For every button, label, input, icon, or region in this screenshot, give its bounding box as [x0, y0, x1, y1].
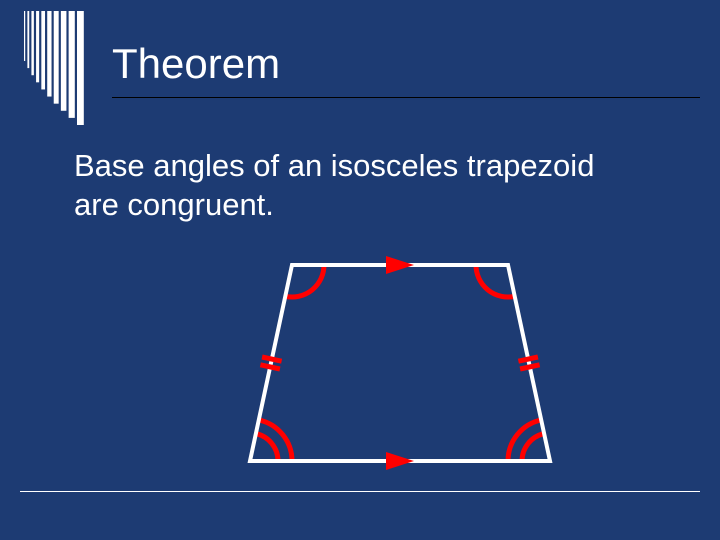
- parallel-arrow-bottom: [386, 452, 414, 470]
- trapezoid-outline: [250, 265, 550, 461]
- theorem-text: Base angles of an isosceles trapezoid ar…: [74, 147, 594, 225]
- title-decor-bars: [24, 11, 90, 129]
- tick-right-leg: [518, 357, 538, 361]
- slide-title: Theorem: [112, 40, 280, 88]
- tick-left-leg: [262, 357, 282, 361]
- theorem-line-1: Base angles of an isosceles trapezoid: [74, 148, 594, 183]
- angle-arc-bottom-left: [256, 434, 278, 461]
- theorem-line-2: are congruent.: [74, 187, 274, 222]
- tick-right-leg: [520, 365, 540, 369]
- parallel-arrow-top: [386, 256, 414, 274]
- trapezoid-diagram: [230, 243, 570, 483]
- footer-line: [20, 491, 700, 492]
- title-underline: [112, 97, 700, 98]
- tick-left-leg: [260, 365, 280, 369]
- angle-arc-bottom-right: [522, 434, 544, 461]
